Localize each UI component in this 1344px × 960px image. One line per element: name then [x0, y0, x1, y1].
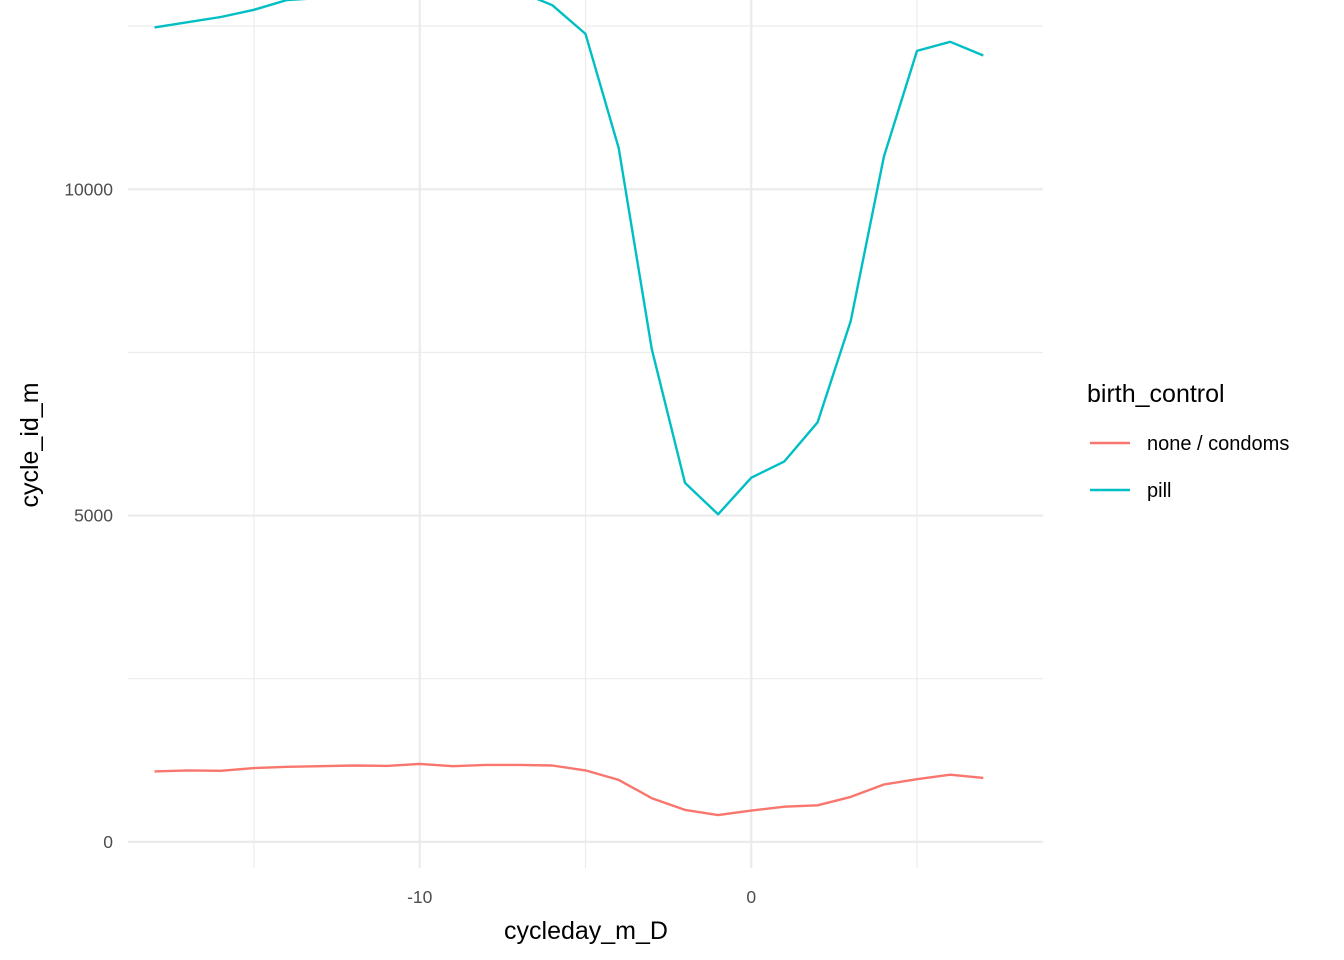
- grid: [128, 0, 1043, 868]
- series-line-pill: [154, 0, 984, 516]
- legend: birth_control none / condoms pill: [1087, 380, 1289, 502]
- x-axis-title: cycleday_m_D: [504, 917, 668, 945]
- series-line-none-condoms: [154, 762, 984, 817]
- x-tick-label: -10: [407, 887, 433, 907]
- legend-label-none-condoms: none / condoms: [1147, 433, 1289, 455]
- series-lines: [154, 0, 984, 817]
- y-tick-label: 0: [103, 832, 113, 852]
- legend-label-pill: pill: [1147, 480, 1171, 502]
- y-tick-label: 10000: [64, 179, 113, 199]
- x-axis-ticks: -10 0: [407, 887, 756, 907]
- legend-title: birth_control: [1087, 380, 1225, 408]
- y-axis-title: cycle_id_m: [16, 382, 44, 507]
- x-tick-label: 0: [746, 887, 756, 907]
- y-axis-ticks: 0 5000 10000: [64, 179, 113, 852]
- y-tick-label: 5000: [74, 506, 113, 526]
